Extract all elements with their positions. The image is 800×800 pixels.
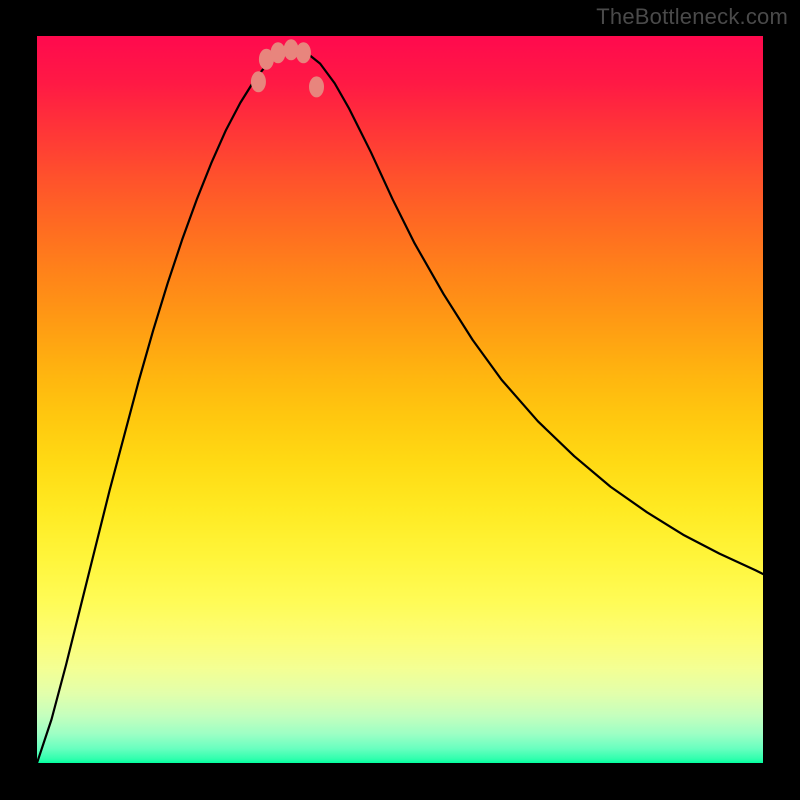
watermark-text: TheBottleneck.com — [596, 4, 788, 30]
chart-container: TheBottleneck.com — [0, 0, 800, 800]
markers-group — [251, 40, 323, 97]
marker-point — [310, 77, 324, 97]
marker-point — [296, 43, 310, 63]
marker-point — [251, 72, 265, 92]
bottleneck-curve — [37, 49, 763, 763]
curve-overlay — [37, 36, 763, 763]
marker-point — [271, 43, 285, 63]
plot-area — [37, 36, 763, 763]
marker-point — [284, 40, 298, 60]
